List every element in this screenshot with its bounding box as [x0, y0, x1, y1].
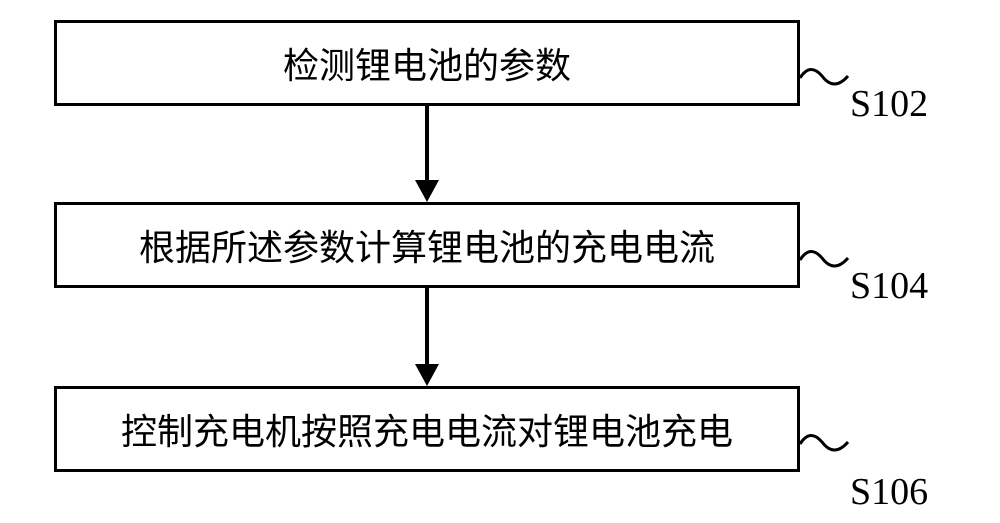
arrow-head-1	[415, 180, 439, 202]
flow-step-2: 根据所述参数计算锂电池的充电电流	[54, 202, 800, 288]
flow-step-2-label: S104	[850, 264, 928, 308]
flow-step-1-text: 检测锂电池的参数	[283, 37, 571, 89]
squiggle-connector-2	[800, 240, 850, 280]
flow-step-1: 检测锂电池的参数	[54, 20, 800, 106]
flow-step-2-text: 根据所述参数计算锂电池的充电电流	[139, 219, 715, 271]
flow-step-1-label: S102	[850, 82, 928, 126]
arrow-head-2	[415, 364, 439, 386]
arrow-2-to-3	[425, 288, 429, 364]
flow-step-3-text: 控制充电机按照充电电流对锂电池充电	[121, 403, 733, 455]
flow-step-3-label: S106	[850, 470, 928, 514]
flow-step-3: 控制充电机按照充电电流对锂电池充电	[54, 386, 800, 472]
squiggle-connector-3	[800, 424, 850, 464]
arrow-1-to-2	[425, 106, 429, 180]
squiggle-connector-1	[800, 58, 850, 98]
